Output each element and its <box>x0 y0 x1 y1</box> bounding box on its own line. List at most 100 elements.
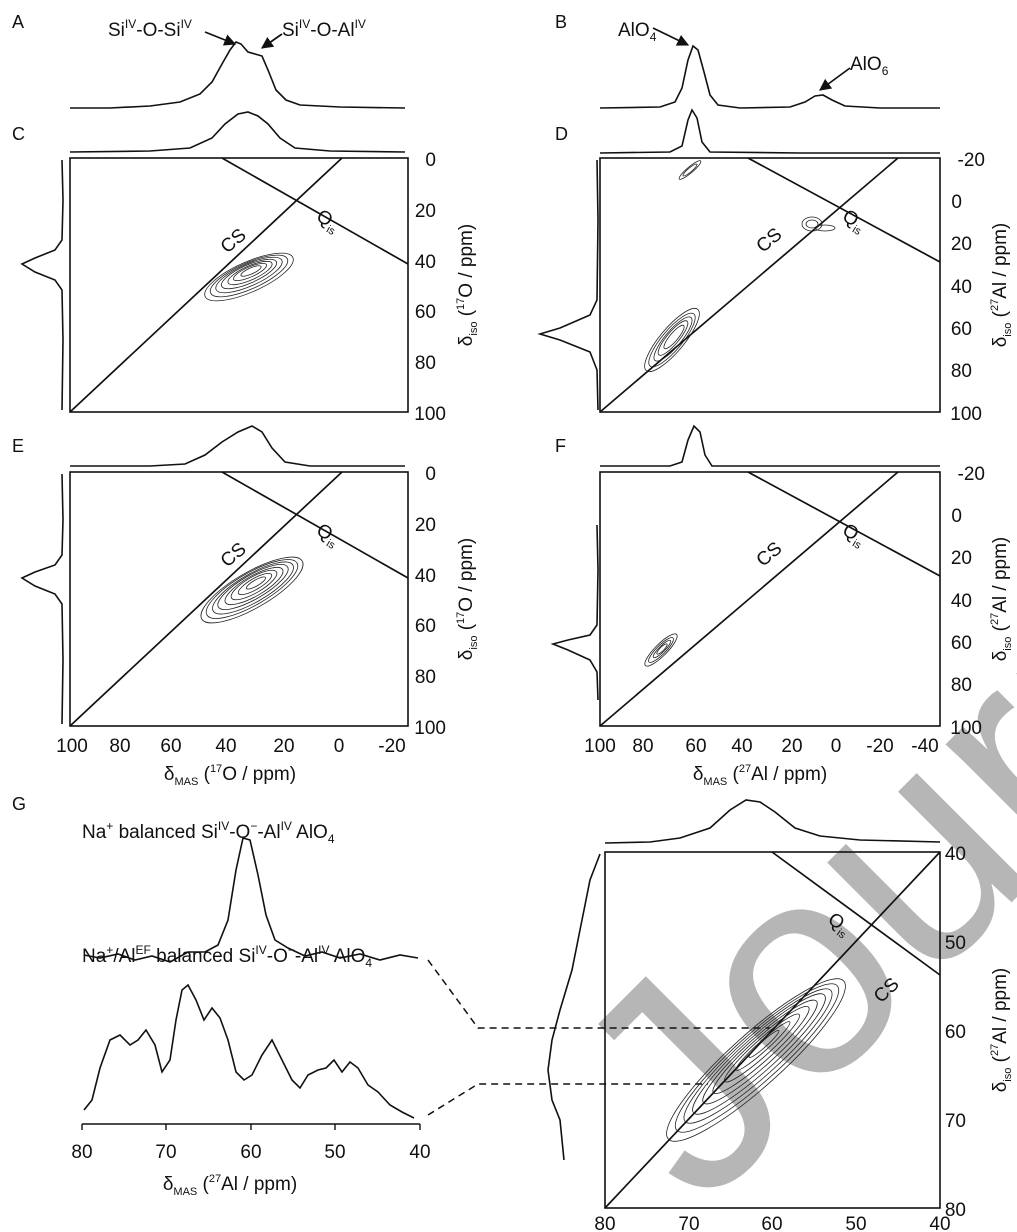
c-ytick-60: 60 <box>415 302 436 323</box>
panel-f-xticks: 100 80 60 40 20 0 -20 -40 <box>584 736 939 757</box>
panel-b-trace <box>599 44 940 109</box>
g-right-ytick-50: 50 <box>945 933 966 954</box>
panel-f-left-projection <box>550 524 599 701</box>
watermark: Journal Pre-proof <box>509 0 1017 1232</box>
panel-c-yticks: 0 20 40 60 80 100 <box>414 150 446 425</box>
panel-g-connectors <box>427 959 770 1116</box>
panel-c-cs-line <box>69 157 343 413</box>
g-right-ytick-40: 40 <box>945 844 966 865</box>
panel-g-left: Na+ balanced SiIV-O−-AlIV AlO4 Na+/AlEF … <box>71 819 430 1198</box>
g-right-xtick-60: 60 <box>761 1214 782 1232</box>
f-ytick-m20: -20 <box>958 464 985 485</box>
c-ytick-100: 100 <box>414 404 446 425</box>
f-xtick-m40: -40 <box>911 736 938 757</box>
g-right-left-projection <box>547 853 601 1161</box>
g-slice-naal-trace <box>83 983 415 1119</box>
panel-e-qis-line <box>221 471 409 579</box>
e-ytick-40: 40 <box>415 566 436 587</box>
e-ylabel: δiso (17O / ppm) <box>455 538 480 660</box>
e-xtick-40: 40 <box>215 736 236 757</box>
panel-a-trace <box>70 41 406 109</box>
arrow-alo6 <box>819 67 851 91</box>
panel-f-cs-label: CS <box>753 538 787 571</box>
panel-label-g: G <box>12 794 26 814</box>
e-xtick-80: 80 <box>109 736 130 757</box>
g-right-ytick-70: 70 <box>945 1111 966 1132</box>
g-right-qis-line <box>771 851 941 976</box>
g-left-xtick-60: 60 <box>240 1142 261 1163</box>
d-ytick-80: 80 <box>951 361 972 382</box>
g-slice-na-trace <box>83 836 419 963</box>
panel-b: AlO4 AlO6 <box>599 20 940 109</box>
g-right-xtick-40: 40 <box>929 1214 950 1232</box>
d-ytick-0: 0 <box>951 192 962 213</box>
panel-c-left-projection <box>20 159 64 411</box>
panel-f-top-projection <box>600 424 940 467</box>
e-ytick-60: 60 <box>415 616 436 637</box>
anno-alo4: AlO4 <box>618 20 657 44</box>
panel-label-c: C <box>12 124 25 144</box>
d-ytick-20: 20 <box>951 234 972 255</box>
panel-c-frame <box>69 157 409 413</box>
panel-f: CS Qis -20 0 20 40 60 80 100 δiso (27Al … <box>550 424 1014 788</box>
c-ytick-0: 0 <box>425 150 436 171</box>
e-xlabel: δMAS (17O / ppm) <box>164 763 296 788</box>
panel-c-qis-line <box>221 157 409 265</box>
d-ytick-60: 60 <box>951 319 972 340</box>
panel-f-cs-line <box>599 471 899 727</box>
f-xtick-m20: -20 <box>866 736 893 757</box>
panel-d-cs-line <box>599 157 899 413</box>
f-xtick-80: 80 <box>632 736 653 757</box>
d-ytick-100: 100 <box>950 404 982 425</box>
panel-d-top-projection <box>599 108 940 154</box>
g-left-xlabel: δMAS (27Al / ppm) <box>163 1173 297 1198</box>
arrow-si-o-si <box>204 31 237 46</box>
panel-c-cs-label: CS <box>217 225 251 258</box>
arrow-alo4 <box>652 27 690 46</box>
f-ytick-40: 40 <box>951 591 972 612</box>
panel-e-top-projection <box>70 425 405 467</box>
g-right-xtick-70: 70 <box>678 1214 699 1232</box>
g-right-yticks: 40 50 60 70 80 <box>945 844 966 1221</box>
panel-c-top-projection <box>69 111 406 153</box>
e-ytick-20: 20 <box>415 515 436 536</box>
panel-e-xticks: 100 80 60 40 20 0 -20 <box>56 736 406 757</box>
g-right-xtick-80: 80 <box>594 1214 615 1232</box>
c-ytick-40: 40 <box>415 252 436 273</box>
anno-si-o-si: SiIV-O-SiIV <box>108 17 192 41</box>
panel-e-yticks: 0 20 40 60 80 100 <box>414 464 446 739</box>
panel-c-contours <box>204 252 294 302</box>
f-xlabel: δMAS (27Al / ppm) <box>693 763 827 788</box>
f-ytick-0: 0 <box>951 506 962 527</box>
g-right-ytick-80: 80 <box>945 1200 966 1221</box>
e-xtick-20: 20 <box>273 736 294 757</box>
panel-d-yticks: -20 0 20 40 60 80 100 <box>950 150 985 425</box>
e-xtick-0: 0 <box>334 736 345 757</box>
panel-label-b: B <box>555 12 567 32</box>
panel-d-cs-label: CS <box>753 224 787 257</box>
e-xtick-60: 60 <box>160 736 181 757</box>
f-ytick-100: 100 <box>950 718 982 739</box>
panel-e-qis-label: Qis <box>311 520 343 552</box>
panel-e-cs-line <box>69 471 343 727</box>
panel-f-yticks: -20 0 20 40 60 80 100 <box>950 464 985 739</box>
panel-e-contours <box>200 556 304 624</box>
c-ylabel: δiso (17O / ppm) <box>455 224 480 346</box>
e-ytick-100: 100 <box>414 718 446 739</box>
g-right-xtick-50: 50 <box>845 1214 866 1232</box>
g-connector-na <box>427 959 770 1029</box>
g-label-naal: Na+/AlEF balanced SiIV-O−-AlIV AlO4 <box>82 943 372 970</box>
anno-si-o-al: SiIV-O-AlIV <box>282 17 366 41</box>
panel-d-qis-line <box>747 157 941 263</box>
e-ytick-0: 0 <box>425 464 436 485</box>
f-xtick-60: 60 <box>685 736 706 757</box>
c-ytick-20: 20 <box>415 201 436 222</box>
panel-d-frame <box>599 157 941 413</box>
arrow-si-o-al <box>261 33 283 49</box>
panel-a: SiIV-O-SiIV SiIV-O-AlIV <box>70 17 406 109</box>
c-ytick-80: 80 <box>415 353 436 374</box>
d-ylabel: δiso (27Al / ppm) <box>989 223 1014 348</box>
g-left-xtick-50: 50 <box>324 1142 345 1163</box>
e-xtick-100: 100 <box>56 736 88 757</box>
